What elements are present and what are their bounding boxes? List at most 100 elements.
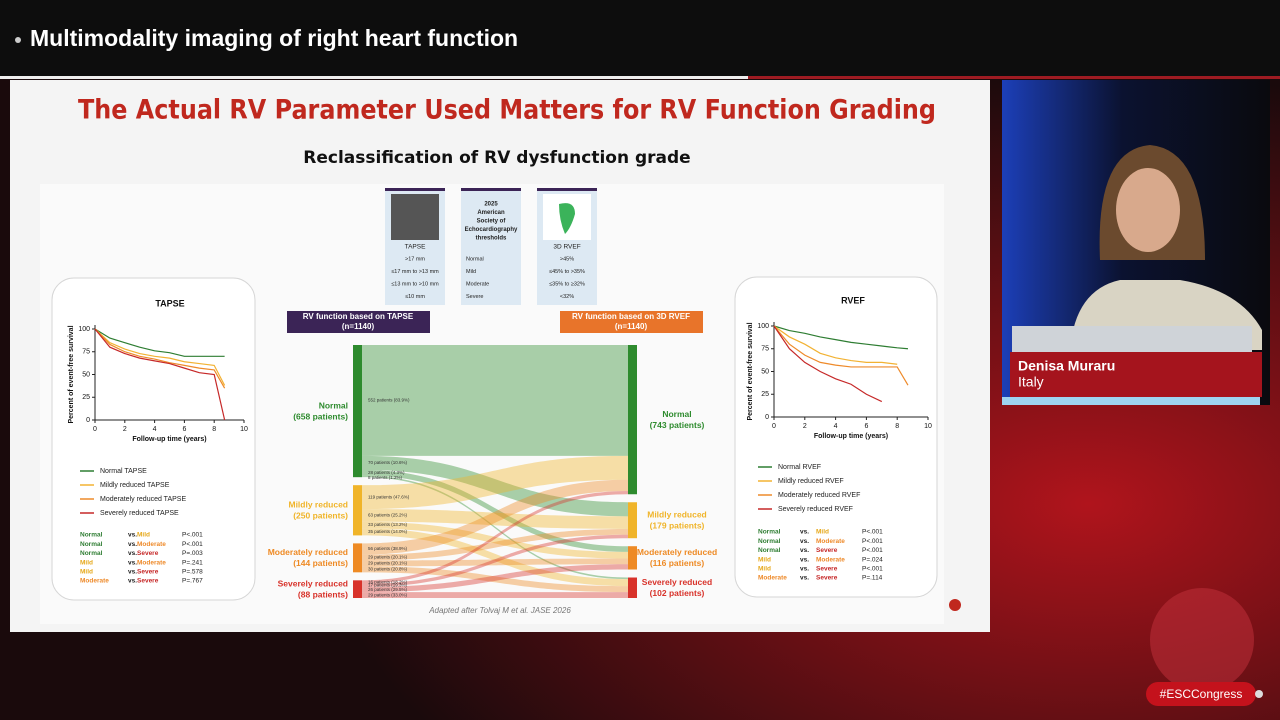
comparison-cell: Normal bbox=[758, 538, 781, 545]
hashtag-dot bbox=[1255, 690, 1263, 698]
sankey-header-box bbox=[287, 311, 430, 333]
x-tick-label: 10 bbox=[924, 423, 932, 430]
sankey-node-label: (743 patients) bbox=[650, 420, 705, 430]
comparison-cell: vs. bbox=[128, 532, 137, 539]
comparison-cell: vs. bbox=[800, 575, 809, 582]
x-tick-label: 6 bbox=[864, 423, 868, 430]
km-panel bbox=[734, 276, 938, 598]
comparison-cell: Mild bbox=[758, 556, 771, 563]
legend-label: Moderately reduced RVEF bbox=[778, 492, 860, 499]
comparison-cell: Severe bbox=[137, 550, 159, 557]
name-plate bbox=[1010, 352, 1262, 397]
speaker-face bbox=[1116, 168, 1180, 252]
y-tick-label: 0 bbox=[86, 417, 90, 424]
lectern bbox=[1012, 326, 1252, 352]
threshold-row: ≤17 mm to >13 mm bbox=[391, 269, 439, 275]
sankey-flow bbox=[362, 592, 628, 598]
comparison-cell: P=.024 bbox=[862, 556, 883, 563]
comparison-cell: Severe bbox=[137, 578, 159, 585]
legend-label: Normal RVEF bbox=[778, 464, 821, 471]
chart-title: RVEF bbox=[841, 295, 865, 305]
comparison-cell: Severe bbox=[816, 547, 838, 554]
legend-label: Severely reduced RVEF bbox=[778, 506, 853, 513]
sankey-flow-label: 30 patients (20.8%) bbox=[368, 566, 408, 571]
sankey-node-label: Normal bbox=[319, 400, 348, 410]
threshold-bar bbox=[461, 188, 521, 191]
comparison-cell: P<.001 bbox=[862, 547, 883, 554]
comparison-cell: Moderate bbox=[80, 578, 109, 585]
threshold-label: Echocardiography bbox=[465, 227, 518, 233]
y-tick-label: 50 bbox=[761, 368, 769, 375]
comparison-cell: P<.001 bbox=[862, 566, 883, 573]
survival-curve bbox=[773, 325, 909, 350]
comparison-cell: Moderate bbox=[758, 575, 787, 582]
sankey-flow bbox=[362, 528, 628, 587]
sankey-flow-label: 29 patients (33.0%) bbox=[368, 592, 408, 597]
comparison-cell: Mild bbox=[758, 566, 771, 573]
comparison-cell: P<.001 bbox=[182, 541, 203, 548]
threshold-row: >45% bbox=[560, 256, 574, 262]
sankey-flow-label: 29 patients (20.1%) bbox=[368, 561, 408, 566]
top-rule bbox=[0, 76, 748, 79]
comparison-cell: Mild bbox=[80, 569, 93, 576]
sankey-flow-label: 552 patients (83.9%) bbox=[368, 398, 410, 403]
x-tick-label: 2 bbox=[803, 423, 807, 430]
name-plate-strip bbox=[1002, 397, 1260, 405]
legend-label: Severely reduced TAPSE bbox=[100, 510, 179, 517]
sankey-right-header: (n=1140) bbox=[615, 322, 648, 331]
sankey-flow bbox=[362, 521, 628, 559]
x-tick-label: 4 bbox=[153, 426, 157, 433]
comparison-cell: Severe bbox=[816, 575, 838, 582]
legend-label: Mildly reduced RVEF bbox=[778, 478, 844, 485]
threshold-label: TAPSE bbox=[405, 244, 426, 251]
sankey-node-label: (250 patients) bbox=[293, 511, 348, 521]
threshold-label: thresholds bbox=[476, 236, 507, 242]
y-tick-label: 100 bbox=[78, 326, 90, 333]
x-tick-label: 10 bbox=[240, 426, 248, 433]
legend-label: Normal TAPSE bbox=[100, 468, 147, 475]
survival-curve bbox=[94, 328, 226, 389]
threshold-bar bbox=[385, 188, 445, 191]
broadcast-title: Multimodality imaging of right heart fun… bbox=[30, 25, 518, 51]
hashtag-pill bbox=[1146, 682, 1256, 706]
comparison-cell: Mild bbox=[80, 559, 93, 566]
comparison-cell: Normal bbox=[80, 550, 103, 557]
sankey-node bbox=[353, 345, 362, 478]
globe bbox=[1150, 588, 1254, 692]
comparison-cell: Normal bbox=[758, 547, 781, 554]
sankey-flow bbox=[362, 475, 628, 580]
top-rule-red bbox=[748, 76, 1280, 79]
sankey-flow-label: 63 patients (25.2%) bbox=[368, 513, 408, 518]
sankey-left-header: (n=1140) bbox=[342, 322, 375, 331]
sankey-flow bbox=[362, 558, 628, 567]
comparison-cell: P<.001 bbox=[862, 538, 883, 545]
heart-icon bbox=[559, 203, 575, 234]
sankey-node bbox=[628, 502, 637, 539]
threshold-row: >17 mm bbox=[405, 256, 425, 262]
sankey-node-label: (179 patients) bbox=[650, 520, 705, 530]
x-tick-label: 6 bbox=[182, 426, 186, 433]
sankey-node bbox=[628, 345, 637, 495]
threshold-row: Mild bbox=[466, 269, 476, 275]
y-tick-label: 50 bbox=[82, 371, 90, 378]
sankey-flow-label: 29 patients (20.1%) bbox=[368, 555, 408, 560]
comparison-cell: vs. bbox=[128, 541, 137, 548]
comparison-cell: P=.578 bbox=[182, 569, 203, 576]
slide-subtitle: Reclassification of RV dysfunction grade bbox=[303, 148, 690, 168]
survival-curve bbox=[94, 328, 226, 386]
comparison-cell: Moderate bbox=[137, 559, 166, 566]
sankey-node bbox=[628, 546, 637, 570]
sankey-flow-label: 8 patients (1.2%) bbox=[368, 475, 403, 480]
legend-label: Moderately reduced TAPSE bbox=[100, 496, 186, 503]
km-panel bbox=[51, 277, 256, 601]
sankey-flow-label: 119 patients (47.6%) bbox=[368, 494, 410, 499]
comparison-cell: vs. bbox=[128, 569, 137, 576]
x-tick-label: 4 bbox=[834, 423, 838, 430]
survival-curve bbox=[94, 328, 226, 421]
comparison-cell: P<.001 bbox=[862, 529, 883, 536]
comparison-cell: vs. bbox=[800, 538, 809, 545]
sankey-node-label: Severely reduced bbox=[278, 578, 348, 588]
sankey-node-label: (116 patients) bbox=[650, 558, 704, 568]
x-tick-label: 0 bbox=[93, 426, 97, 433]
